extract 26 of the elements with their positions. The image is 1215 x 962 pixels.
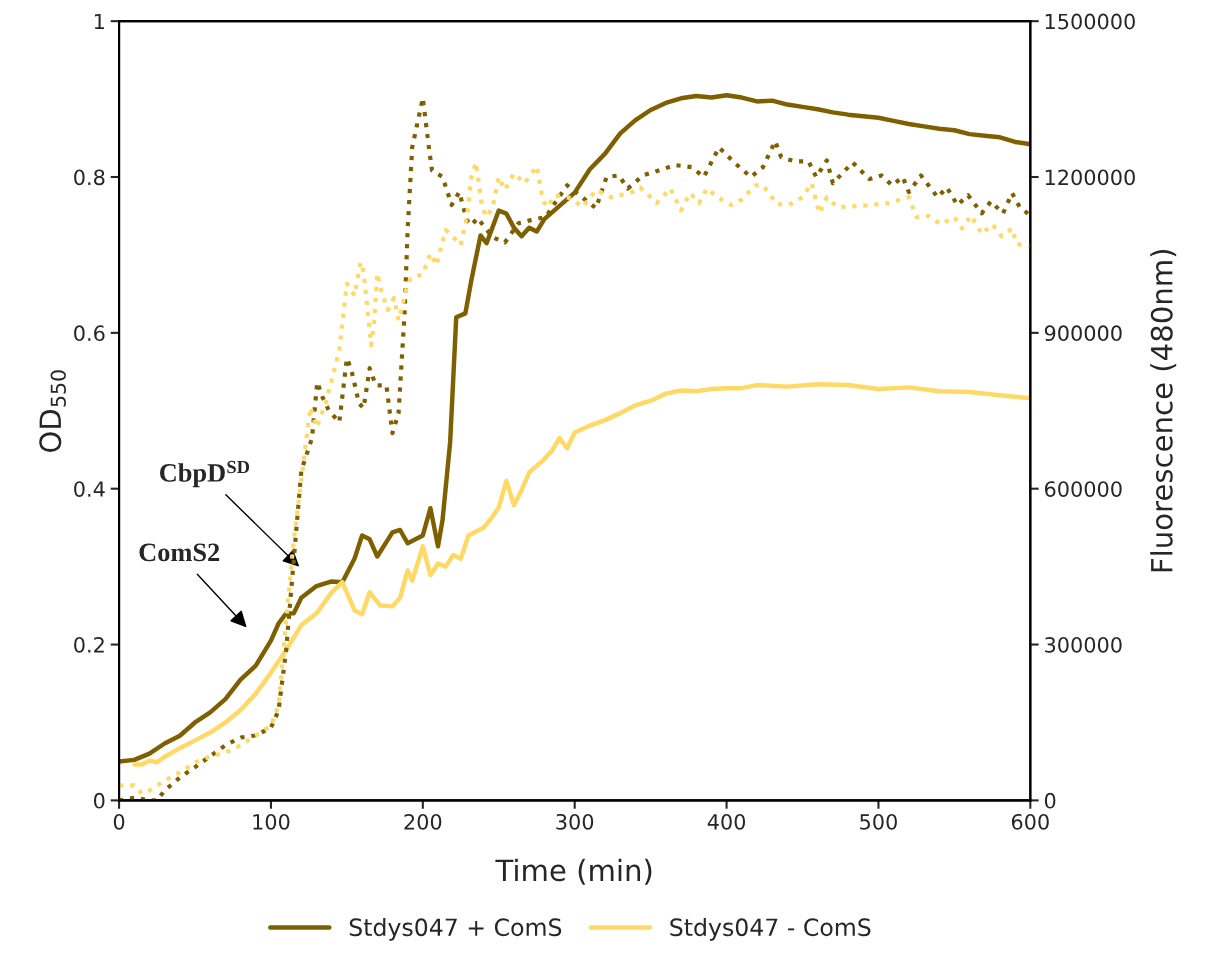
x-tick-label: 300 xyxy=(556,813,594,830)
x-tick-label: 400 xyxy=(707,813,746,830)
annotation: ComS2 xyxy=(139,543,220,562)
legend-label: Stdys047 - ComS xyxy=(670,917,871,941)
legend-label: Stdys047 + ComS xyxy=(349,917,562,941)
y-tick-label: 0.4 xyxy=(74,481,105,497)
y-tick-label: 1 xyxy=(94,13,104,30)
y2-tick-label: 0 xyxy=(1044,792,1056,809)
y2-tick-label: 900000 xyxy=(1044,325,1122,342)
y2-axis-title: Fluorescence (480nm) xyxy=(1150,249,1177,572)
y2-tick-label: 1200000 xyxy=(1045,169,1135,186)
y-tick-label: 0.8 xyxy=(74,169,105,186)
annotation: CbpD$^{SD}$ xyxy=(159,460,250,488)
x-axis-title: Time (min) xyxy=(495,858,652,885)
x-tick-label: 600 xyxy=(1011,813,1049,830)
x-tick-label: 0 xyxy=(113,813,125,830)
y-tick-label: 0.6 xyxy=(74,325,105,342)
y-tick-label: 0 xyxy=(93,792,105,809)
x-tick-label: 100 xyxy=(253,813,290,830)
y2-tick-label: 300000 xyxy=(1045,636,1122,653)
y2-tick-label: 1500000 xyxy=(1045,13,1135,30)
x-tick-label: 200 xyxy=(404,813,442,830)
y2-tick-label: 600000 xyxy=(1044,481,1122,497)
y-tick-label: 0.2 xyxy=(74,636,104,653)
x-tick-label: 500 xyxy=(860,813,897,830)
y-axis-title: OD$_{550}$ xyxy=(39,370,66,453)
